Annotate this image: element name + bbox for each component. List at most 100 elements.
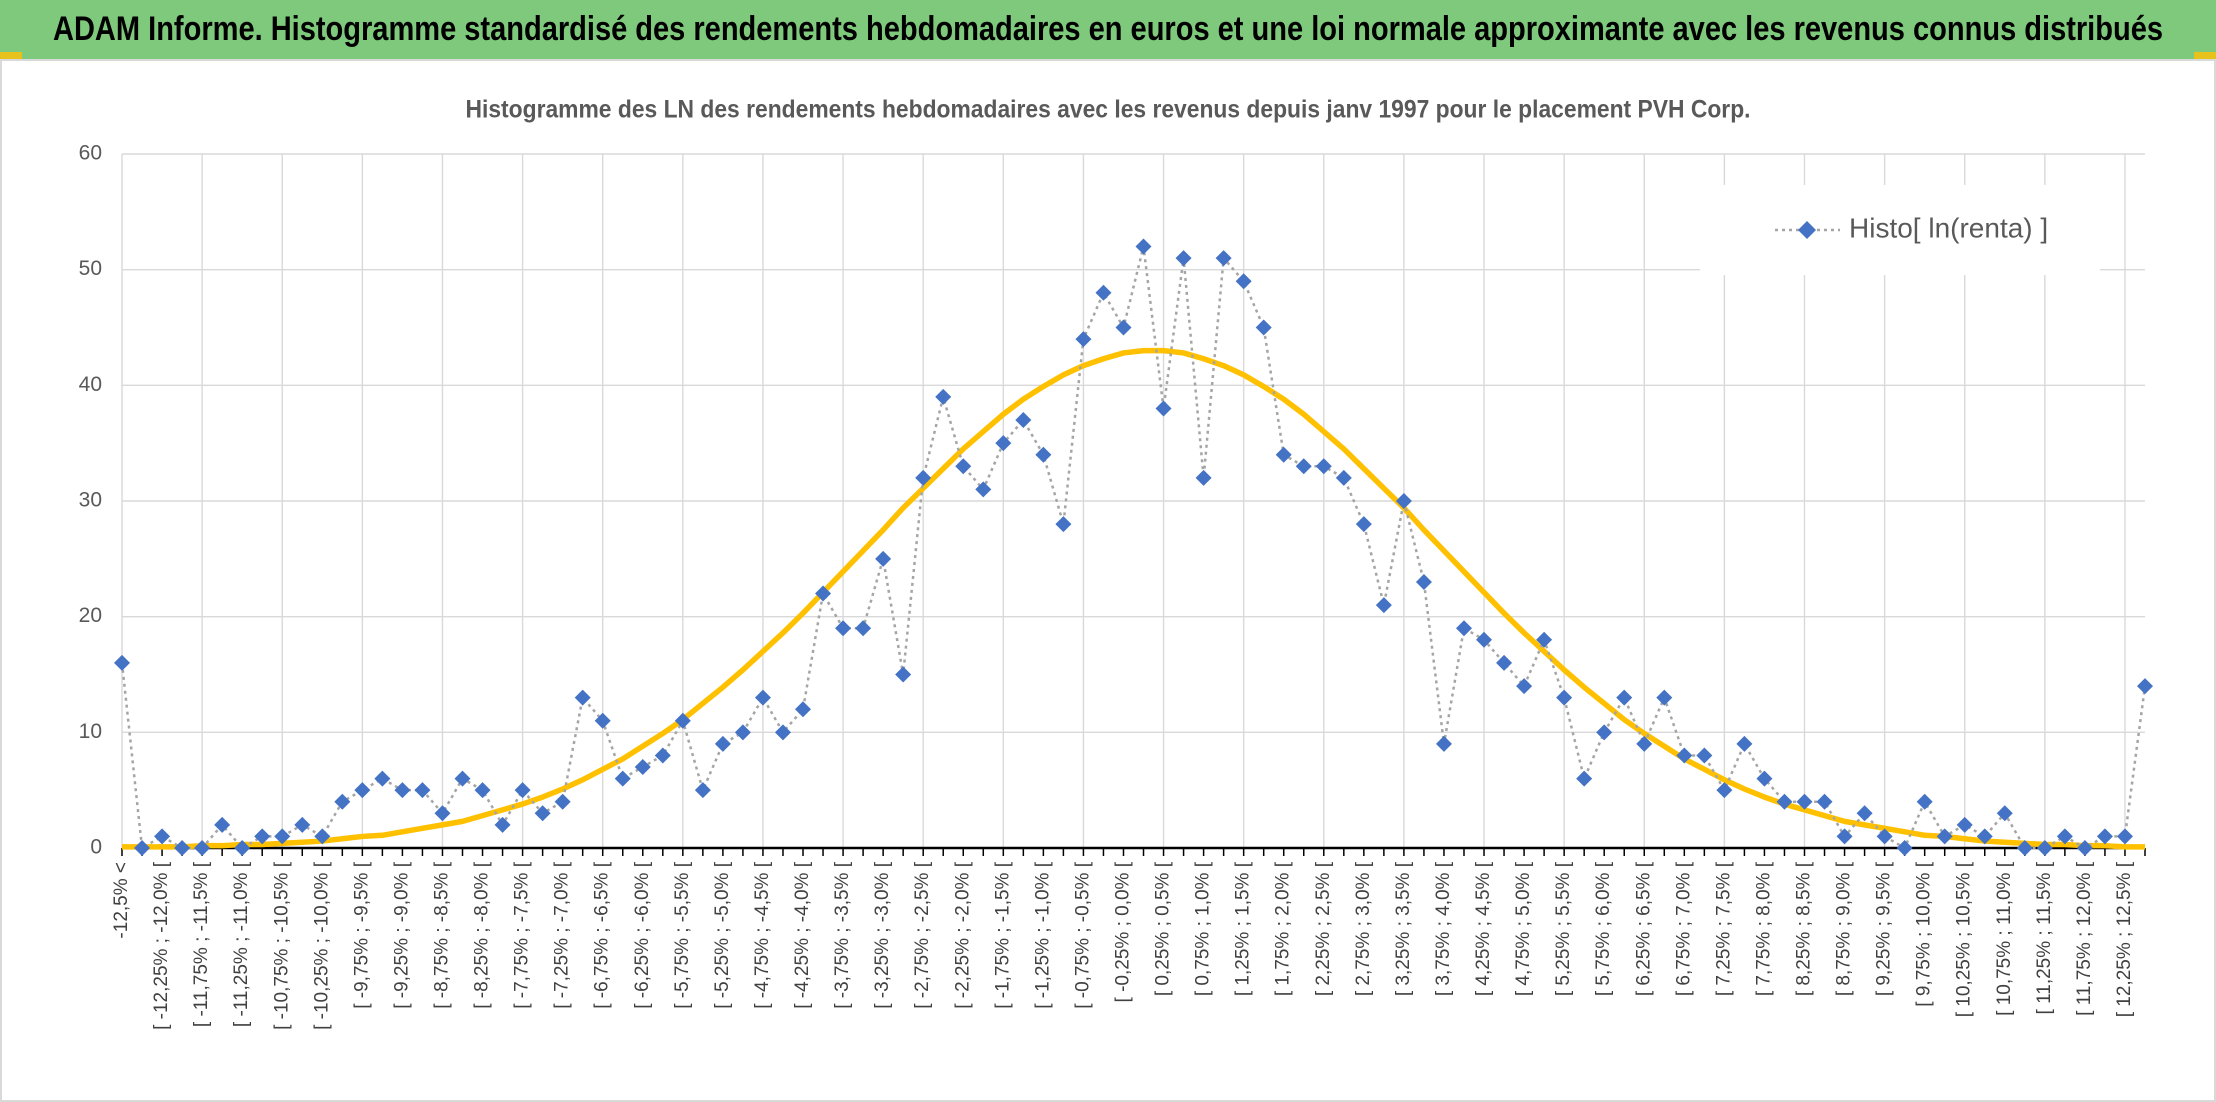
point: [1435, 735, 1452, 752]
point: [1716, 782, 1733, 799]
point: [815, 585, 832, 602]
point: [1996, 805, 2013, 822]
point: [234, 840, 251, 856]
point: [334, 793, 351, 810]
point: [134, 840, 151, 856]
x-tick-label: [ 9,75% ; 10,0% [: [1914, 861, 1935, 1006]
point: [2016, 840, 2033, 856]
x-tick-label: [ -6,75% ; -6,5% [: [592, 861, 613, 1009]
point: [454, 770, 471, 787]
point: [855, 620, 872, 637]
point: [1015, 412, 1032, 429]
point: [1375, 597, 1392, 614]
point: [1455, 620, 1472, 637]
x-tick-label: [ -2,75% ; -2,5% [: [912, 861, 933, 1009]
point: [734, 724, 751, 741]
y-tick-label: 0: [90, 836, 102, 859]
x-tick-label: [ -2,25% ; -2,0% [: [952, 861, 973, 1009]
point: [1275, 446, 1292, 463]
point: [1355, 516, 1372, 533]
point: [1836, 828, 1853, 845]
banner: [0, 0, 2216, 60]
point: [2137, 678, 2153, 695]
point: [875, 550, 892, 567]
point: [1135, 238, 1152, 255]
point: [1616, 689, 1633, 706]
point: [694, 782, 711, 799]
point: [574, 689, 591, 706]
x-tick-label: [ -7,75% ; -7,5% [: [512, 861, 533, 1009]
x-tick-label: [ -12,25% ; -12,0% [: [151, 861, 172, 1030]
x-tick-label: [ 9,25% ; 9,5% [: [1874, 861, 1895, 996]
point: [1075, 331, 1092, 348]
point: [774, 724, 791, 741]
point: [294, 816, 311, 833]
x-tick-label: [ -11,75% ; -11,5% [: [191, 861, 212, 1027]
x-tick-label: [ -3,25% ; -3,0% [: [872, 861, 893, 1009]
point: [1576, 770, 1593, 787]
x-tick-label: [ 1,25% ; 1,5% [: [1233, 861, 1254, 996]
point: [1055, 516, 1072, 533]
x-tick-label: [ 2,25% ; 2,5% [: [1313, 861, 1334, 996]
point: [1295, 458, 1312, 475]
chart-frame: [0, 59, 2216, 1102]
point: [795, 701, 812, 718]
point: [1175, 250, 1192, 267]
x-tick-label: [ 10,25% ; 10,5% [: [1954, 861, 1975, 1017]
point: [1476, 631, 1493, 648]
x-tick-label: [ -1,25% ; -1,0% [: [1032, 861, 1053, 1009]
point: [254, 828, 271, 845]
point: [1816, 793, 1833, 810]
point: [1415, 573, 1432, 590]
x-tick-label: [ 3,75% ; 4,0% [: [1433, 861, 1454, 996]
x-tick-label: [ -9,75% ; -9,5% [: [351, 861, 372, 1009]
x-tick-label: [ 7,75% ; 8,0% [: [1753, 861, 1774, 996]
y-tick-label: 50: [79, 257, 102, 280]
point: [2036, 840, 2053, 856]
point: [1756, 770, 1773, 787]
point: [354, 782, 371, 799]
point: [1696, 747, 1713, 764]
point: [394, 782, 411, 799]
point: [1536, 631, 1553, 648]
x-tick-label: [ 12,25% ; 12,5% [: [2114, 861, 2135, 1017]
x-tick-label: [ -11,25% ; -11,0% [: [231, 861, 252, 1027]
banner-corner: [0, 52, 22, 60]
x-tick-label: [ -8,75% ; -8,5% [: [431, 861, 452, 1009]
point: [1235, 273, 1252, 290]
point: [754, 689, 771, 706]
x-tick-label: [ -10,75% ; -10,5% [: [271, 861, 292, 1030]
point: [614, 770, 631, 787]
point: [514, 782, 531, 799]
point: [154, 828, 171, 845]
point: [895, 666, 912, 683]
point: [1195, 469, 1212, 486]
x-tick-label: -12,5% <: [111, 862, 132, 939]
point: [554, 793, 571, 810]
x-tick-label: [ 8,25% ; 8,5% [: [1794, 861, 1815, 996]
point: [1936, 828, 1953, 845]
point: [1776, 793, 1793, 810]
x-tick-label: [ -6,25% ; -6,0% [: [632, 861, 653, 1009]
legend-box: [1700, 185, 2100, 275]
x-tick-label: [ 8,75% ; 9,0% [: [1834, 861, 1855, 996]
x-tick-label: [ 11,75% ; 12,0% [: [2074, 861, 2095, 1016]
point: [654, 747, 671, 764]
point: [1395, 493, 1412, 509]
point: [674, 712, 691, 729]
point: [494, 816, 511, 833]
point: [1035, 446, 1052, 463]
x-tick-label: [ 6,75% ; 7,0% [: [1673, 861, 1694, 996]
y-tick-label: 10: [79, 720, 102, 743]
x-tick-label: [ -7,25% ; -7,0% [: [552, 861, 573, 1009]
point: [594, 712, 611, 729]
x-tick-label: [ 5,25% ; 5,5% [: [1553, 861, 1574, 996]
x-tick-label: [ -10,25% ; -10,0% [: [311, 861, 332, 1030]
point: [214, 816, 231, 833]
point: [434, 805, 451, 822]
x-tick-label: [ 7,25% ; 7,5% [: [1713, 861, 1734, 996]
legend-label: Histo[ ln(renta) ]: [1849, 212, 2048, 243]
point: [915, 469, 932, 486]
point: [2056, 828, 2073, 845]
